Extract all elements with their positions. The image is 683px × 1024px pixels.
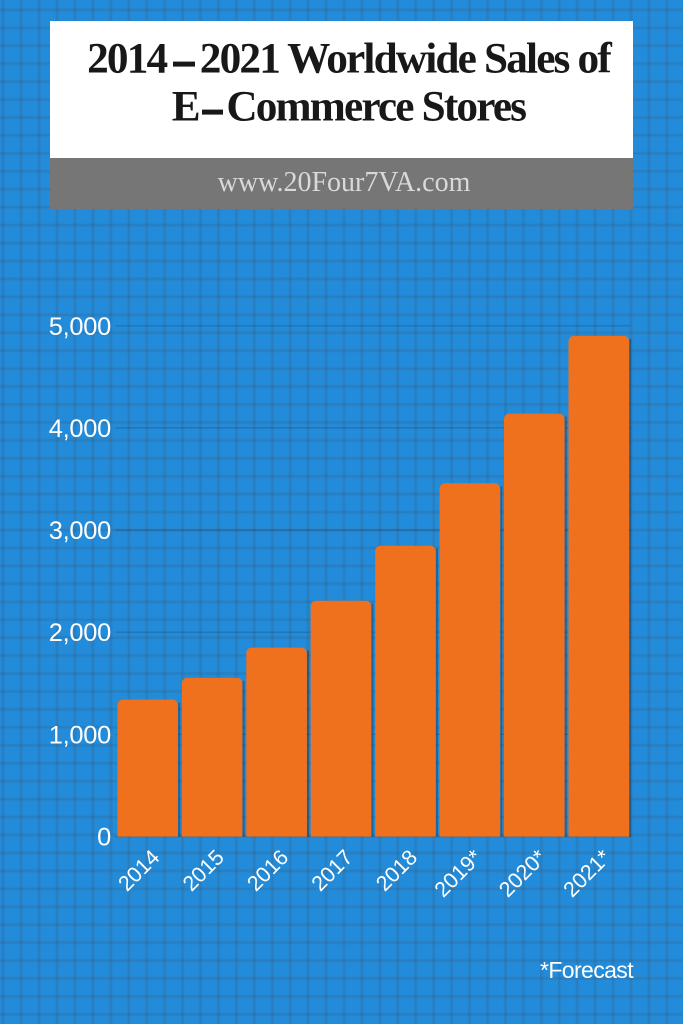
svg-text:0: 0 bbox=[97, 824, 111, 852]
svg-text:3,000: 3,000 bbox=[49, 517, 111, 545]
svg-text:2017: 2017 bbox=[307, 845, 358, 896]
svg-text:2021*: 2021* bbox=[559, 845, 616, 902]
svg-text:2020*: 2020* bbox=[494, 845, 551, 902]
svg-text:1,000: 1,000 bbox=[49, 721, 111, 749]
svg-text:2016: 2016 bbox=[242, 845, 293, 896]
svg-text:2,000: 2,000 bbox=[49, 619, 111, 647]
svg-text:5,000: 5,000 bbox=[49, 313, 111, 341]
svg-text:2014: 2014 bbox=[114, 845, 165, 896]
svg-text:2019*: 2019* bbox=[430, 845, 487, 902]
svg-text:4,000: 4,000 bbox=[49, 415, 111, 443]
svg-text:2015: 2015 bbox=[178, 845, 229, 896]
svg-text:2018: 2018 bbox=[371, 845, 422, 896]
